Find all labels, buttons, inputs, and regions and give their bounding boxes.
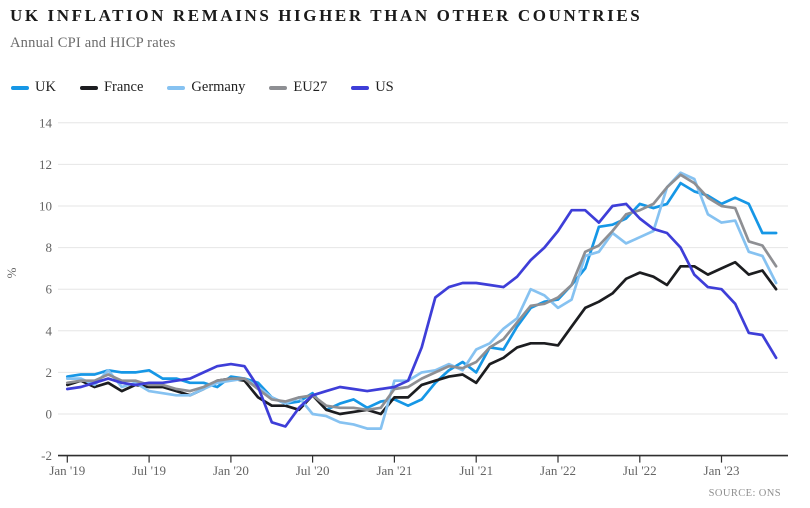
legend-item-germany: Germany [167,80,245,97]
x-tick-label-4: Jan '21 [376,463,412,478]
line-us [65,202,778,428]
y-tick-label-0: 0 [46,407,53,422]
y-tick-label-8: 8 [46,240,53,255]
chart-subtitle: Annual CPI and HICP rates [10,35,176,51]
x-tick-label-7: Jul '22 [623,463,657,478]
legend-item-france: France [79,79,144,97]
line-germany [65,171,778,430]
legend-label-eu27: EU27 [293,79,328,95]
legend-label-uk: UK [35,79,56,95]
y-tick-label-12: 12 [39,157,52,172]
legend-swatch-france [79,86,98,91]
legend-item-us: US [351,80,394,97]
source-attribution: SOURCE: ONS [709,488,781,499]
x-tick-label-2: Jan '20 [213,463,249,478]
y-tick-label-6: 6 [46,282,53,297]
x-tick-label-5: Jul '21 [459,463,493,478]
y-axis-unit-label: % [4,267,19,278]
x-tick-label-6: Jan '22 [540,463,576,478]
x-tick-label-8: Jan '23 [704,463,740,478]
legend-label-france: France [103,79,144,95]
legend-swatch-germany [167,86,186,91]
legend-label-germany: Germany [191,79,246,95]
x-tick-label-0: Jan '19 [49,463,85,478]
line-france [65,260,778,416]
line-eu27 [65,173,778,412]
chart-legend: UK France Germany EU27 US [11,80,394,97]
legend-swatch-uk [11,86,29,91]
y-tick-label-10: 10 [39,199,52,214]
chart-title: UK INFLATION REMAINS HIGHER THAN OTHER C… [10,6,643,25]
y-tick-label-14: 14 [39,115,53,130]
x-tick-label-1: Jul '19 [132,463,166,478]
legend-swatch-eu27 [269,86,288,91]
legend-item-uk: UK [11,80,56,97]
line-uk [65,181,778,412]
legend-swatch-us [351,86,370,91]
x-tick-label-3: Jul '20 [296,463,330,478]
y-tick-label-2: 2 [46,365,53,380]
legend-label-us: US [375,79,394,95]
y-tick-label--2: -2 [41,448,52,463]
y-tick-label-4: 4 [46,323,53,338]
legend-item-eu27: EU27 [269,80,327,97]
